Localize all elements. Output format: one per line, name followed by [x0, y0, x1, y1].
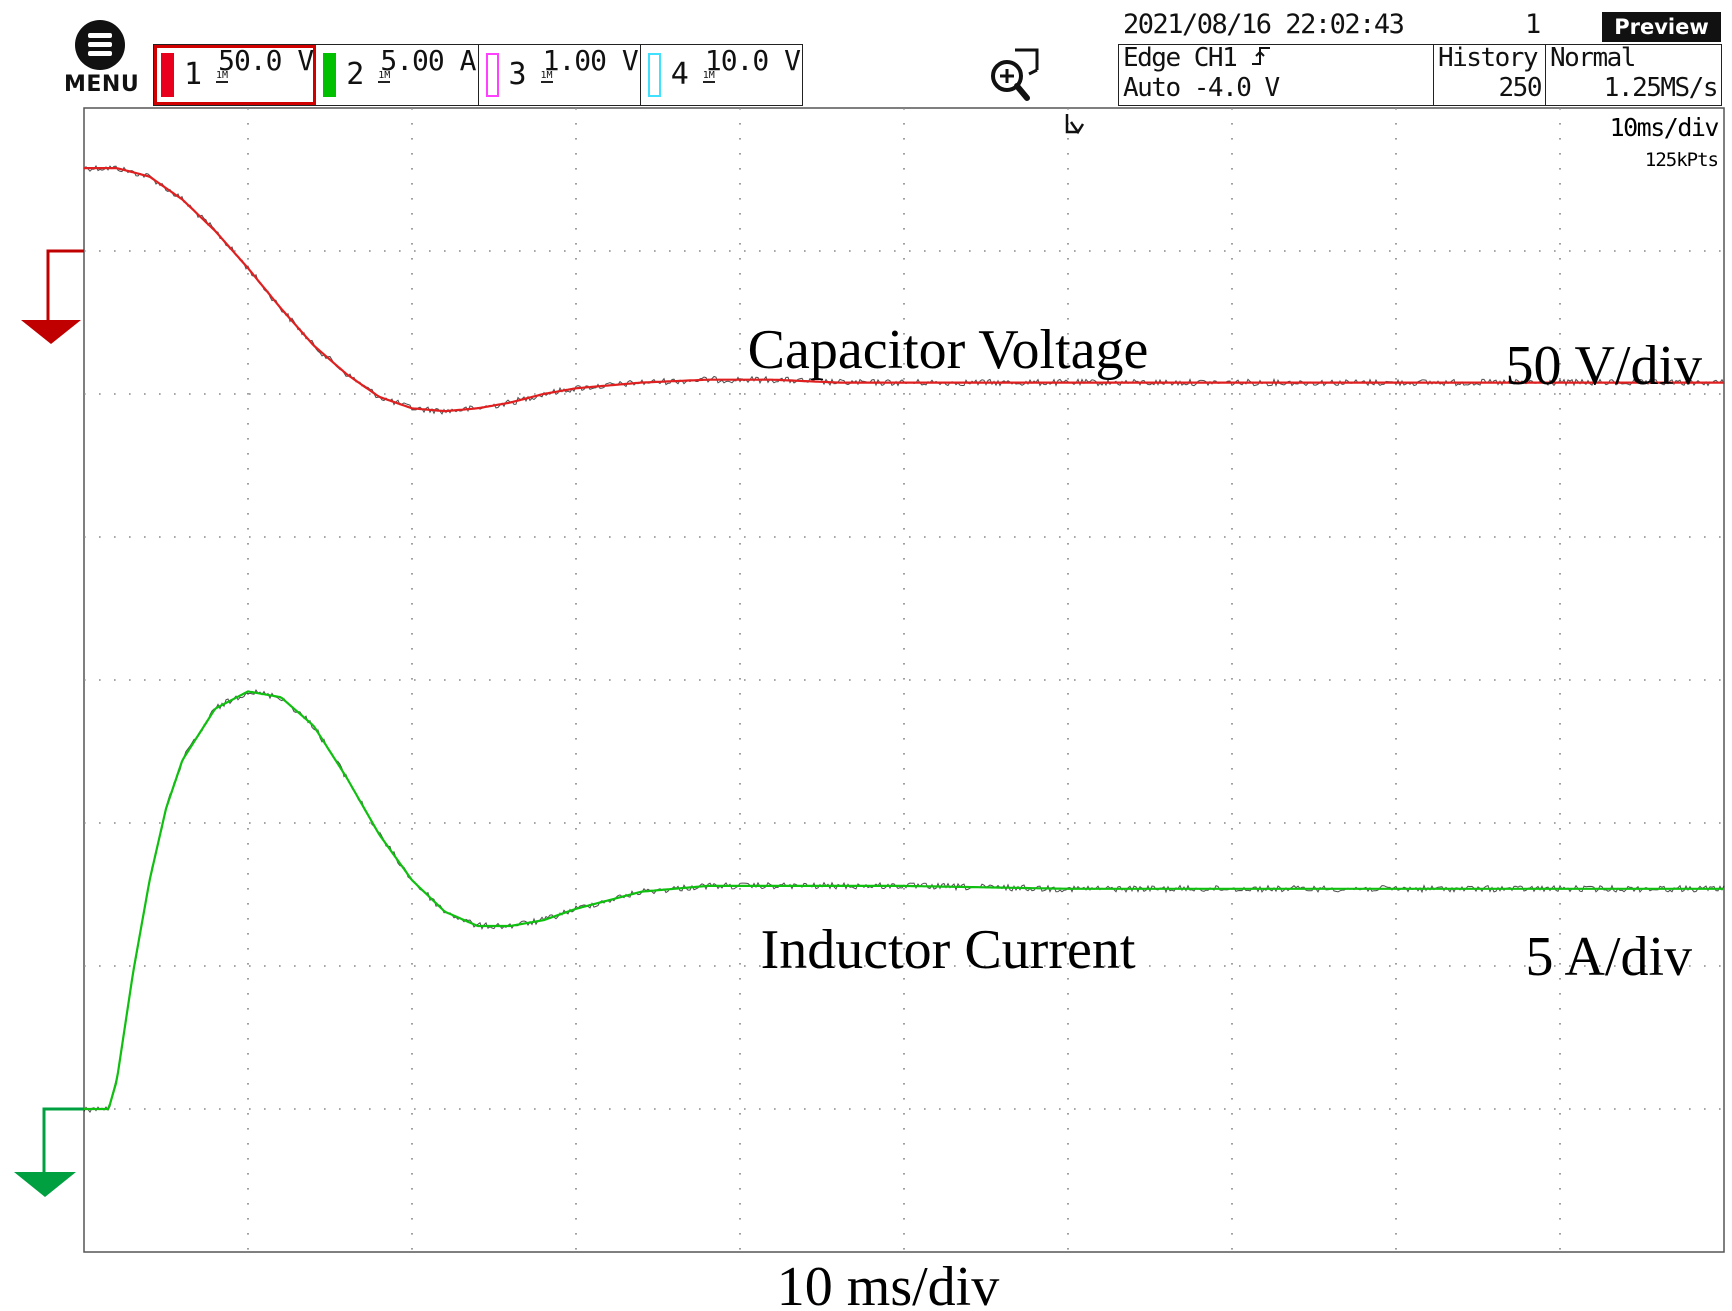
channel-2-number: 2	[346, 57, 365, 92]
channel-1-color-swatch	[161, 53, 174, 97]
channel-3-scale: 1.00 V	[542, 44, 639, 77]
history-label: History	[1438, 43, 1539, 73]
channel-4-color-swatch	[647, 53, 661, 97]
acquisition-mode: Normal	[1550, 43, 1636, 73]
menu-button[interactable]: MENU	[64, 20, 140, 104]
inductor-current-label: Inductor Current	[761, 919, 1136, 981]
channel-4-coupling: 1M	[702, 70, 715, 83]
channel-4-setting[interactable]: 4 1M 10.0 V	[641, 44, 802, 105]
channel-1-number: 1	[184, 57, 203, 92]
sequence-number: 1	[1525, 9, 1542, 40]
zoom-button[interactable]	[985, 44, 1043, 104]
timebase-readout: 10ms/div	[1610, 113, 1719, 142]
channel-2-coupling: 1M	[378, 70, 391, 83]
history-setting[interactable]: History 250	[1434, 43, 1546, 105]
channel-3-color-swatch	[485, 53, 499, 97]
trigger-source: Edge CH1	[1123, 43, 1238, 73]
channel-2-scale: 5.00 A	[380, 44, 476, 77]
channel-1-coupling: 1M	[216, 70, 229, 83]
trigger-position-marker	[1065, 114, 1085, 135]
x-axis-label: 10 ms/div	[777, 1256, 999, 1311]
channel-3-number: 3	[508, 57, 527, 92]
channel-3-coupling: 1M	[540, 70, 553, 83]
trigger-mode-level: Auto -4.0 V	[1123, 73, 1280, 103]
channel-2-setting[interactable]: 2 1M 5.00 A	[316, 44, 479, 105]
acquisition-setting[interactable]: Normal 1.25MS/s	[1546, 43, 1721, 105]
channel-2-color-swatch	[323, 53, 337, 97]
menu-label: MENU	[64, 72, 140, 97]
channel-2-ground-marker[interactable]	[14, 1107, 84, 1197]
inductor-current-trace	[84, 690, 1724, 1111]
record-length-readout: 125kPts	[1645, 149, 1718, 171]
channel-1-ground-marker[interactable]	[21, 249, 84, 344]
capacitor-voltage-trace	[84, 167, 1724, 413]
graticule-frame	[83, 107, 1725, 1253]
capacitor-voltage-scale-label: 50 V/div	[1505, 335, 1702, 397]
channel-4-scale: 10.0 V	[704, 44, 801, 77]
history-count: 250	[1498, 73, 1543, 103]
preview-badge[interactable]: Preview	[1602, 12, 1721, 42]
capacitor-voltage-label: Capacitor Voltage	[748, 319, 1149, 381]
channel-3-setting[interactable]: 3 1M 1.00 V	[479, 44, 641, 105]
sample-rate: 1.25MS/s	[1603, 73, 1719, 103]
trigger-setting[interactable]: Edge CH1 Auto -4.0 V	[1119, 43, 1434, 105]
rising-edge-icon	[1252, 47, 1271, 65]
channel-1-setting[interactable]: 1 1M 50.0 V	[154, 44, 317, 105]
channel-settings-strip: 1 1M 50.0 V 2 1M 5.00 A 3 1M 1.00 V 4 1M…	[153, 44, 803, 106]
acquisition-timestamp: 2021/08/16 22:02:43	[1123, 9, 1405, 40]
waveform-traces	[83, 164, 1725, 1114]
channel-4-number: 4	[670, 57, 689, 92]
inductor-current-scale-label: 5 A/div	[1526, 926, 1692, 988]
acquisition-info-strip: Edge CH1 Auto -4.0 V History 250 Normal …	[1118, 43, 1722, 106]
zoom-in-icon	[991, 48, 1039, 101]
menu-icon	[75, 20, 125, 70]
channel-1-scale: 50.0 V	[218, 44, 314, 77]
